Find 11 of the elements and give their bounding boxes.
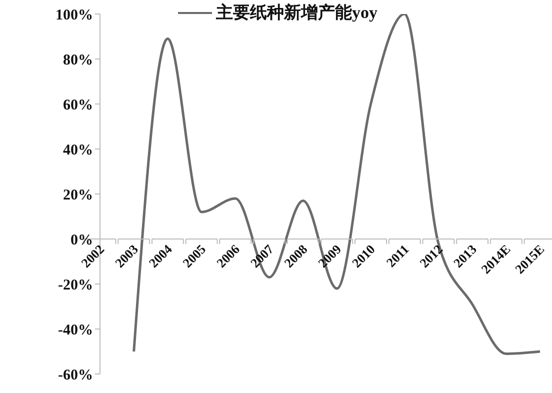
y-tick-label: 40%: [63, 142, 93, 158]
y-tick-label: 60%: [63, 97, 93, 114]
y-tick-label: -20%: [58, 277, 93, 294]
x-tick-label: 2011: [383, 242, 412, 270]
y-tick-label: -60%: [58, 367, 93, 384]
y-tick-label: 20%: [63, 187, 93, 204]
y-tick-label: 80%: [63, 52, 93, 68]
y-tick-label: -40%: [58, 322, 93, 338]
y-tick-label: 0%: [70, 232, 93, 248]
y-tick-label: 100%: [56, 7, 93, 24]
legend-label: 主要纸种新增产能yoy: [216, 2, 378, 24]
